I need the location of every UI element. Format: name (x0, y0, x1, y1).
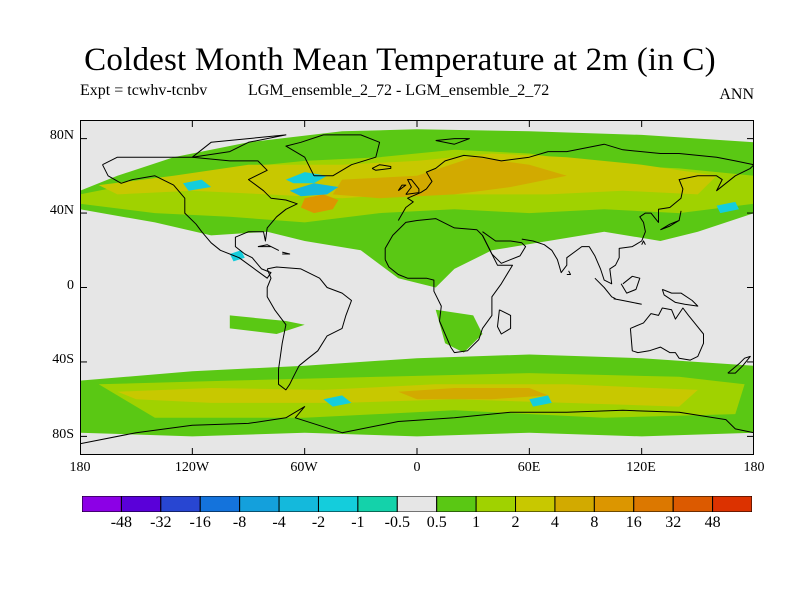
field-region-12 (285, 172, 328, 184)
colorbar-swatch (278, 496, 319, 512)
colorbar-label: 8 (590, 514, 599, 531)
lat-label-80n: 80N (49, 128, 74, 143)
field-region-9 (398, 388, 549, 400)
colorbar-swatch (199, 496, 241, 512)
colorbar-label: 4 (550, 514, 559, 531)
coastline-3 (397, 143, 754, 221)
field-region-7 (117, 384, 698, 407)
lon-label-120w: 120W (174, 460, 210, 475)
field-region-13 (183, 179, 212, 191)
lon-label-120e: 120E (626, 460, 656, 475)
colorbar-label: 1 (472, 514, 481, 531)
field-region-14 (716, 201, 739, 214)
colorbar-swatch (120, 496, 162, 512)
coastline-13 (80, 406, 754, 445)
field-region-3 (435, 309, 483, 353)
lon-label-60w: 60W (290, 460, 318, 475)
map-ticks (80, 120, 754, 455)
colorbar-swatch (396, 496, 438, 512)
coastline-24 (282, 251, 291, 255)
colorbar-swatch (160, 496, 201, 512)
coastline-14 (497, 309, 512, 335)
temperature-field (80, 120, 754, 455)
coastline-2 (285, 134, 381, 177)
colorbar-label: 0.5 (426, 514, 447, 531)
colorbar-label: -0.5 (384, 514, 410, 531)
colorbar-label: -8 (232, 514, 247, 531)
colorbar-swatch (239, 496, 280, 512)
colorbar-label: 32 (665, 514, 682, 531)
ensemble-label: LGM_ensemble_2_72 - LGM_ensemble_2_72 (248, 82, 550, 99)
coastline-9 (613, 298, 642, 305)
lat-label-80s: 80S (52, 427, 74, 442)
colorbar-swatch (554, 496, 595, 512)
coastline-17 (566, 270, 571, 275)
colorbar-label: -1 (351, 514, 365, 531)
map-title: Coldest Month Mean Temperature at 2m (in… (84, 42, 716, 78)
coastline-23 (257, 244, 279, 251)
coastline-10 (620, 275, 641, 294)
colorbar-label: 2 (511, 514, 520, 531)
coastline-20 (371, 164, 392, 171)
colorbar-label: -16 (189, 514, 211, 531)
lat-label-40n: 40N (49, 203, 74, 218)
lat-label-40s: 40S (52, 352, 74, 367)
colorbar-swatch (475, 496, 517, 512)
experiment-label: Expt = tcwhv-tcnbv (80, 82, 208, 99)
coastline-21 (191, 134, 287, 158)
colorbar-swatch (633, 496, 674, 512)
colorbar-swatch (593, 496, 635, 512)
field-region-10 (300, 194, 339, 214)
coastline-7 (629, 307, 704, 361)
season-label: ANN (719, 86, 754, 103)
colorbar-swatch (436, 496, 477, 512)
field-region-17 (529, 395, 552, 407)
coastline-18 (405, 179, 420, 195)
field-region-16 (323, 395, 352, 407)
colorbar-swatch (712, 496, 752, 512)
colorbar-swatch (82, 496, 122, 512)
coastline-19 (397, 184, 407, 192)
coastline-16 (641, 240, 646, 245)
coastline-1 (266, 266, 352, 391)
lon-label-180e: 180 (743, 460, 765, 475)
coastline-6 (521, 164, 754, 285)
coastline-5 (482, 231, 527, 264)
coastline-22 (435, 138, 470, 145)
lat-label-0: 0 (67, 278, 74, 293)
colorbar-label: -4 (272, 514, 286, 531)
coastline-4 (384, 218, 513, 354)
coastline-11 (661, 288, 699, 307)
field-region-2 (229, 315, 305, 334)
colorbar-label: 16 (625, 514, 642, 531)
field-region-11 (289, 183, 339, 197)
temperature-map (80, 120, 754, 455)
coastline-8 (594, 277, 616, 300)
coastline-12 (727, 355, 751, 374)
colorbar-swatch (357, 496, 398, 512)
field-region-8 (332, 157, 567, 199)
lon-label-60e: 60E (517, 460, 541, 475)
colorbar-label: -48 (110, 514, 133, 531)
lon-label-0: 0 (413, 460, 421, 475)
map-border (80, 120, 754, 455)
field-region-6 (98, 153, 717, 199)
lon-label-180w: 180 (69, 460, 91, 475)
coastline-0 (102, 156, 298, 279)
colorbar-swatch (672, 496, 714, 512)
colorbar-label: 48 (704, 514, 721, 531)
coastline-15 (660, 210, 682, 231)
colorbar-swatch (515, 496, 556, 512)
colorbar (82, 496, 752, 512)
colorbar-swatch (317, 496, 359, 512)
coastlines (80, 134, 754, 445)
colorbar-label: -32 (150, 514, 172, 531)
colorbar-label: -2 (311, 514, 326, 531)
